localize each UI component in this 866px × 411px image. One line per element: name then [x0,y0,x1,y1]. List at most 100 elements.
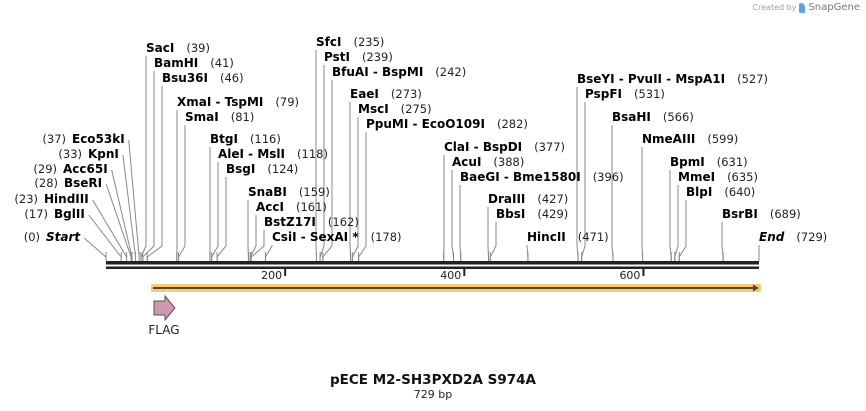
cut-site-acc65i[interactable]: Acc65I (29) [33,162,107,176]
cut-position: (527) [737,72,768,86]
tick-label: 600 [619,269,640,282]
cut-site-bbsi[interactable]: BbsI (429) [496,207,568,221]
cut-site-acci[interactable]: AccI (161) [256,200,327,214]
orf-feature[interactable] [151,284,761,292]
cut-site-nmeaiii[interactable]: NmeAIII (599) [642,132,738,146]
cut-site-bsu36i[interactable]: Bsu36I (46) [162,71,244,85]
cut-site-pspfi[interactable]: PspFI (531) [585,87,665,101]
enzyme-name: KpnI [88,147,119,161]
cut-site-bfuai-bspmi[interactable]: BfuAI - BspMI (242) [332,65,466,79]
cut-site-alei-msli[interactable]: AleI - MslI (118) [218,147,328,161]
cut-position: (631) [717,155,748,169]
axis-tick-600: 600 [619,268,645,282]
cut-position: (118) [297,147,328,161]
cut-position: (377) [534,140,565,154]
cut-site-btgi[interactable]: BtgI (116) [210,132,281,146]
credit-prefix: Created by [752,3,797,12]
cut-site-bamhi[interactable]: BamHI (41) [154,56,234,70]
enzyme-name: BstZ17I [264,215,316,229]
cut-site-msci[interactable]: MscI (275) [358,102,432,116]
cut-site-bstz17i[interactable]: BstZ17I (162) [264,215,359,229]
cut-site-bglii[interactable]: BglII (17) [24,207,84,221]
cut-position: (161) [296,200,327,214]
enzyme-name: ClaI - BspDI [444,140,522,154]
cut-position: (116) [250,132,281,146]
enzyme-name: MmeI [678,170,715,184]
tick-label: 400 [440,269,461,282]
cut-site-snabi[interactable]: SnaBI (159) [248,185,330,199]
cut-position: (640) [724,185,755,199]
cut-position: (124) [267,162,298,176]
enzyme-name: Bsu36I [162,71,208,85]
cut-site-bsgi[interactable]: BsgI (124) [226,162,298,176]
cut-position: (41) [210,56,234,70]
axis-tick-400: 400 [440,268,466,282]
cut-site-blpi[interactable]: BlpI (640) [686,185,755,199]
enzyme-name: PpuMI - EcoO109I [366,117,485,131]
cut-site-bpmi[interactable]: BpmI (631) [670,155,748,169]
cut-position: (17) [24,207,48,221]
enzyme-name: EaeI [350,87,379,101]
enzyme-name: BpmI [670,155,705,169]
cut-site-saci[interactable]: SacI (39) [146,41,210,55]
cut-site-labels: Start(0)BglII(17)HindIII(23)BseRI(28)Acc… [14,35,827,244]
cut-site-bseri[interactable]: BseRI (28) [34,176,102,190]
cut-site-hindiii[interactable]: HindIII (23) [14,192,88,206]
enzyme-name: BsgI [226,162,255,176]
enzyme-name: BsaHI [612,110,651,124]
enzyme-name: End [759,230,785,244]
cut-site-hincii[interactable]: HincII (471) [527,230,609,244]
cut-position: (273) [391,87,422,101]
cut-site-bsahi[interactable]: BsaHI (566) [612,110,694,124]
enzyme-name: SmaI [185,110,219,124]
cut-position: (566) [663,110,694,124]
axis-ticks: 200 400 600 [261,268,645,282]
cut-site-smai[interactable]: SmaI (81) [185,110,254,124]
enzyme-name: BtgI [210,132,238,146]
cut-site-start[interactable]: Start (0) [24,230,82,244]
cut-site-bsrbi[interactable]: BsrBI (689) [722,207,801,221]
cut-position: (23) [14,192,38,206]
cut-site-mmei[interactable]: MmeI (635) [678,170,758,184]
cut-site-ppumi-ecoo109i[interactable]: PpuMI - EcoO109I (282) [366,117,528,131]
cut-site-acui[interactable]: AcuI (388) [452,155,524,169]
enzyme-name: BseRI [64,176,102,190]
cut-position: (79) [275,95,299,109]
cut-site-end[interactable]: End (729) [759,230,827,244]
cut-site-baegi-bme1580i[interactable]: BaeGI - Bme1580I (396) [460,170,624,184]
cut-site-clai-bspdi[interactable]: ClaI - BspDI (377) [444,140,565,154]
cut-position: (162) [328,215,359,229]
cut-position: (39) [186,41,210,55]
flag-feature[interactable]: FLAG [148,294,180,337]
cut-site-leader-lines [83,50,760,261]
enzyme-name: Eco53kI [72,132,125,146]
cut-position: (427) [537,192,568,206]
enzyme-name: BseYI - PvuII - MspA1I [577,72,725,86]
enzyme-name: BsrBI [722,207,758,221]
enzyme-name: AleI - MslI [218,147,285,161]
cut-position: (242) [435,65,466,79]
cut-position: (275) [401,102,432,116]
cut-position: (37) [42,132,66,146]
cut-position: (28) [34,176,58,190]
enzyme-name: AccI [256,200,284,214]
cut-site-xmai-tspmi[interactable]: XmaI - TspMI (79) [177,95,299,109]
enzyme-name: BlpI [686,185,712,199]
cut-position: (635) [727,170,758,184]
cut-site-psti[interactable]: PstI (239) [324,50,393,64]
cut-position: (429) [537,207,568,221]
enzyme-name: SacI [146,41,174,55]
cut-site-sfci[interactable]: SfcI (235) [316,35,384,49]
cut-site-draiii[interactable]: DraIII (427) [488,192,568,206]
cut-site-eco53ki[interactable]: Eco53kI (37) [42,132,124,146]
enzyme-name: HincII [527,230,566,244]
cut-position: (159) [299,185,330,199]
cut-site-kpni[interactable]: KpnI (33) [58,147,119,161]
cut-site-csii-sexai[interactable]: CsiI - SexAI * (178) [272,230,402,244]
cut-site-bseyi-pvuii-mspa1i[interactable]: BseYI - PvuII - MspA1I (527) [577,72,768,86]
enzyme-name: BglII [54,207,85,221]
cut-site-eaei[interactable]: EaeI (273) [350,87,422,101]
enzyme-name: MscI [358,102,389,116]
enzyme-name: AcuI [452,155,481,169]
credit-brand: SnapGene [808,2,860,13]
